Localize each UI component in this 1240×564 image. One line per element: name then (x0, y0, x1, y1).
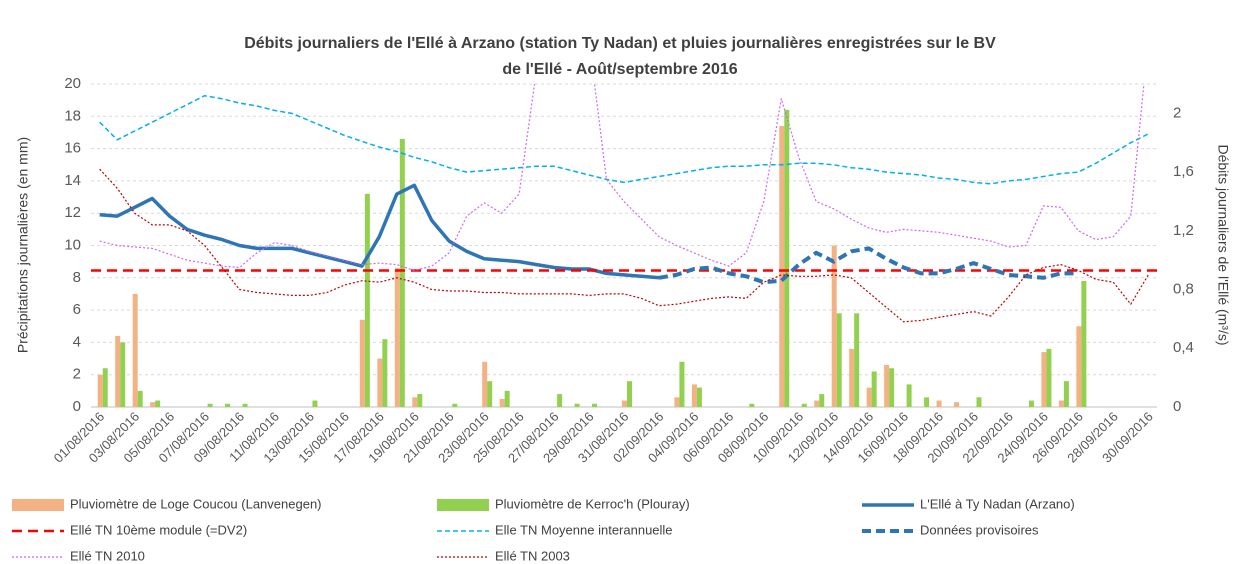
bar (849, 348, 855, 407)
bar (836, 313, 842, 407)
legend-label: Pluviomètre de Kerroc'h (Plouray) (495, 496, 690, 511)
bar (557, 394, 563, 407)
y-tick-label: 12 (64, 204, 81, 221)
bar (696, 387, 702, 407)
bar (102, 368, 108, 407)
bar (592, 403, 598, 407)
bar (1081, 281, 1087, 407)
bar (364, 193, 370, 407)
bar (889, 368, 895, 407)
bar (819, 394, 825, 407)
y2-tick-label: 1,2 (1173, 222, 1194, 239)
y-tick-label: 10 (64, 236, 81, 253)
bar (482, 361, 488, 407)
bar (954, 402, 960, 407)
bar (394, 268, 400, 407)
y2-tick-label: 0 (1173, 398, 1181, 415)
bar (137, 390, 143, 407)
bar (814, 400, 820, 407)
y-tick-label: 18 (64, 107, 81, 124)
y2-tick-label: 2 (1173, 104, 1181, 121)
bar (1041, 352, 1047, 407)
y-tick-label: 6 (73, 301, 81, 318)
y-axis-title: Précipitations journalières (en mm) (15, 137, 31, 353)
bar (487, 381, 493, 407)
y2-tick-label: 0,4 (1173, 339, 1194, 356)
y2-tick-label: 0,8 (1173, 281, 1194, 298)
bar (1028, 400, 1034, 407)
bar (679, 361, 685, 407)
bar (1063, 381, 1069, 407)
y2-tick-label: 1,6 (1173, 163, 1194, 180)
y-tick-label: 20 (64, 75, 81, 92)
bar (1046, 348, 1052, 407)
bar (627, 381, 632, 407)
legend-label: Ellé TN 10ème module (=DV2) (70, 522, 247, 537)
legend-label: Pluviomètre de Loge Coucou (Lanvenegen) (70, 496, 322, 511)
bar (242, 403, 248, 407)
bar (866, 387, 872, 407)
bar (359, 319, 365, 407)
bar (150, 402, 156, 407)
bar (120, 342, 126, 407)
bar (504, 390, 510, 407)
bar (924, 397, 930, 407)
bar (622, 400, 627, 407)
y-tick-label: 0 (73, 398, 81, 415)
legend-label: Ellé TN 2003 (495, 548, 570, 563)
chart-title: Débits journaliers de l'Ellé à Arzano (s… (244, 35, 996, 52)
legend-label: Elle TN Moyenne interannuelle (495, 522, 673, 537)
y2-axis-title: Débits journaliers de l'Ellé (m³/s) (1215, 144, 1231, 345)
bar (97, 374, 103, 407)
bar (417, 394, 423, 407)
bar (499, 398, 505, 407)
bar (452, 403, 458, 407)
bar (115, 335, 121, 407)
bar (674, 397, 680, 407)
bar (155, 400, 161, 407)
line (99, 94, 1149, 185)
bar (377, 358, 383, 407)
bar (1058, 400, 1064, 407)
bar (801, 403, 807, 407)
bar (779, 125, 785, 407)
legend-label: L'Ellé à Ty Nadan (Arzano) (920, 496, 1075, 511)
bar (854, 313, 860, 407)
bar (784, 109, 790, 407)
legend-swatch (437, 499, 489, 511)
chart-title: de l'Ellé - Août/septembre 2016 (502, 61, 737, 78)
bar (691, 384, 697, 407)
bar (831, 245, 837, 407)
bar (399, 138, 405, 407)
bar (312, 400, 318, 407)
bar (412, 397, 418, 407)
bar (132, 293, 138, 407)
bar (871, 371, 877, 407)
line (99, 183, 660, 280)
bar (207, 403, 213, 407)
bar (225, 403, 231, 407)
line (658, 246, 1079, 285)
y-tick-label: 4 (73, 333, 81, 350)
y-tick-label: 16 (64, 140, 81, 157)
bar (976, 397, 982, 407)
bar (574, 403, 580, 407)
y-tick-label: 2 (73, 366, 81, 383)
bar (884, 365, 890, 407)
bar (936, 400, 942, 407)
legend-swatch (12, 499, 64, 511)
bar (382, 339, 388, 407)
legend-label: Ellé TN 2010 (70, 548, 145, 563)
plot-area (91, 84, 1157, 407)
legend-label: Données provisoires (920, 522, 1039, 537)
bar (749, 403, 755, 407)
bar (906, 384, 912, 407)
y-tick-label: 8 (73, 269, 81, 286)
y-tick-label: 14 (64, 172, 81, 189)
bar (1076, 326, 1082, 407)
